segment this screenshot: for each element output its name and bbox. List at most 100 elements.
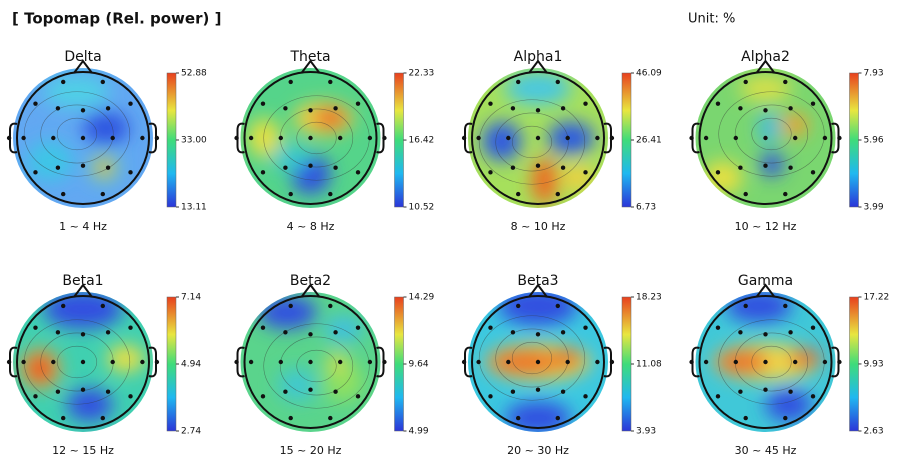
electrode [763, 108, 768, 113]
topomap: Beta2 15 ~ 20 Hz 4.99 9.64 14.29 [234, 273, 435, 457]
colorbar-tick-label: 26.41 [636, 136, 662, 146]
electrode [260, 101, 266, 106]
colorbar [849, 72, 859, 208]
electrode [80, 332, 86, 337]
map-subtitle: 12 ~ 15 Hz [52, 444, 114, 457]
blob [26, 141, 74, 181]
contour [751, 345, 792, 379]
electrode [382, 359, 387, 365]
electrode [583, 394, 588, 399]
electrode [278, 359, 283, 365]
colorbar-tick-label: 10.52 [409, 203, 435, 213]
electrode [810, 394, 816, 399]
head-outline [243, 295, 378, 429]
colorbar-tick-label: 13.11 [181, 203, 207, 213]
electrode [510, 389, 516, 394]
electrode [703, 135, 709, 141]
colorbar [166, 72, 177, 208]
electrode [560, 106, 566, 111]
blob [760, 152, 784, 177]
blobs [702, 75, 809, 195]
colorbar [394, 72, 404, 208]
colorbar-tick-label: 2.63 [864, 427, 884, 437]
electrode [288, 191, 293, 197]
unit-label: Unit: % [688, 12, 735, 27]
contour [734, 104, 809, 164]
electrode [260, 394, 266, 399]
electrode [55, 106, 61, 111]
map-title: Alpha2 [741, 49, 790, 65]
electrode [609, 359, 615, 365]
colorbar-tick-label: 52.88 [181, 69, 207, 79]
blob [83, 111, 130, 145]
electrode [793, 135, 798, 141]
colorbar-tick-label: 7.93 [864, 69, 884, 79]
electrode [535, 332, 541, 337]
blob [28, 355, 52, 382]
electrode [338, 359, 343, 365]
electrode [51, 359, 56, 365]
head-outline [243, 71, 378, 205]
electrode [810, 325, 816, 330]
electrode [510, 165, 516, 170]
electrode [51, 135, 56, 141]
electrode [689, 135, 694, 141]
electrode [476, 135, 481, 141]
electrode [283, 330, 288, 335]
electrode [80, 108, 86, 113]
electrode [535, 387, 541, 392]
electrode [248, 359, 254, 365]
electrode [783, 415, 788, 421]
contour [718, 91, 825, 177]
electrode [535, 108, 541, 113]
electrode [810, 170, 816, 175]
nose [73, 59, 93, 74]
blob [561, 164, 595, 191]
electrode [234, 135, 239, 141]
nose [73, 283, 93, 298]
map-title: Alpha1 [514, 49, 563, 65]
blob [782, 112, 809, 137]
contour [511, 341, 553, 375]
nose [300, 59, 321, 74]
electrode [555, 303, 560, 309]
electrode [583, 170, 588, 175]
electrode [516, 191, 521, 197]
electrode [283, 389, 288, 394]
contour [56, 117, 98, 151]
map-subtitle: 15 ~ 20 Hz [280, 444, 342, 457]
electrode [506, 359, 511, 365]
electrode [308, 359, 313, 365]
electrode [288, 415, 293, 421]
blob [327, 354, 347, 370]
electrode [100, 303, 106, 309]
electrode [743, 191, 748, 197]
electrode [488, 170, 493, 175]
electrode [288, 303, 293, 309]
electrode [355, 394, 361, 399]
electrode [6, 135, 12, 141]
blob [247, 118, 281, 158]
blob [547, 121, 595, 155]
electrode [333, 389, 338, 394]
contour [279, 336, 354, 396]
electrode [21, 359, 26, 365]
colorbar [621, 72, 632, 208]
electrode [793, 359, 798, 365]
topomap: Gamma 30 ~ 45 Hz 2.63 9.93 17.22 [689, 273, 889, 457]
electrode [100, 191, 106, 197]
nose [528, 283, 548, 298]
electrode [128, 101, 133, 106]
head-outline [471, 71, 605, 205]
blobs [712, 292, 822, 422]
electrode [715, 101, 721, 106]
blob [498, 292, 578, 326]
map-title: Theta [289, 49, 330, 65]
electrode [743, 303, 748, 309]
page-title: [ Topomap (Rel. power) ] [12, 10, 221, 28]
electrode [110, 135, 115, 141]
electrode [810, 101, 816, 106]
electrode [783, 303, 788, 309]
map-subtitle: 30 ~ 45 Hz [735, 444, 797, 457]
electrode [367, 135, 373, 141]
